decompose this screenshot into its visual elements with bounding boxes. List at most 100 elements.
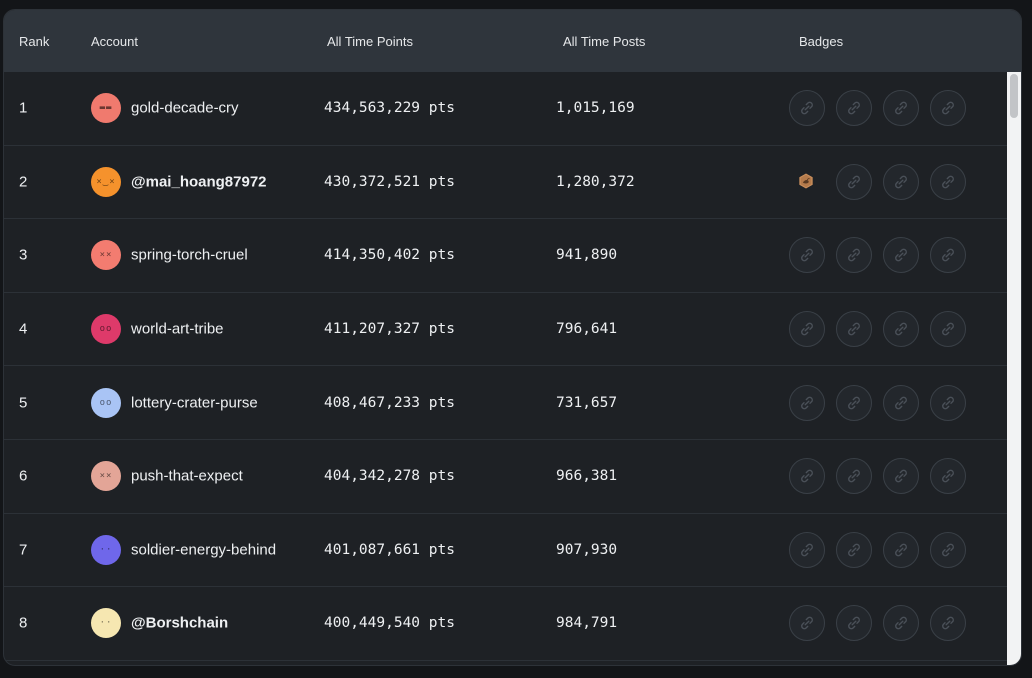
link-badge-icon[interactable] <box>883 605 919 642</box>
badges-group <box>789 458 979 495</box>
avatar-face: ×× <box>99 471 113 482</box>
link-badge-icon[interactable] <box>789 237 825 274</box>
badges-group <box>789 163 979 200</box>
column-header-posts[interactable]: All Time Posts <box>563 34 646 49</box>
avatar[interactable]: ×‿× <box>91 166 121 197</box>
link-badge-icon[interactable] <box>883 531 919 568</box>
points-cell: 430,372,521 pts <box>324 173 455 190</box>
badges-group <box>789 384 979 421</box>
link-badge-icon[interactable] <box>836 384 872 421</box>
points-cell: 404,342,278 pts <box>324 468 455 485</box>
link-badge-icon[interactable] <box>883 90 919 127</box>
account-name[interactable]: lottery-crater-purse <box>131 394 258 412</box>
column-header-points[interactable]: All Time Points <box>327 34 413 49</box>
avatar[interactable]: ·· <box>91 608 121 639</box>
table-row[interactable]: 6 ×× push-that-expect 404,342,278 pts 96… <box>4 440 1007 514</box>
account-name[interactable]: push-that-expect <box>131 467 243 485</box>
table-row[interactable]: 8 ·· @Borshchain 400,449,540 pts 984,791 <box>4 587 1007 661</box>
badges-group <box>789 90 979 127</box>
points-cell: 400,449,540 pts <box>324 615 455 632</box>
avatar-face: ·· <box>99 618 113 629</box>
link-badge-icon[interactable] <box>883 237 919 274</box>
link-badge-icon[interactable] <box>930 384 966 421</box>
link-badge-icon[interactable] <box>836 163 872 200</box>
rank-cell: 4 <box>19 320 28 338</box>
posts-cell: 731,657 <box>556 394 618 411</box>
avatar[interactable]: ▬▬ <box>91 93 121 124</box>
badges-group <box>789 237 979 274</box>
posts-cell: 1,280,372 <box>556 173 635 190</box>
account-name[interactable]: world-art-tribe <box>131 320 224 338</box>
table-row[interactable]: 5 oo lottery-crater-purse 408,467,233 pt… <box>4 366 1007 440</box>
column-header-rank[interactable]: Rank <box>19 34 50 49</box>
link-badge-icon[interactable] <box>836 458 872 495</box>
table-row[interactable]: 7 ·· soldier-energy-behind 401,087,661 p… <box>4 514 1007 588</box>
badges-group <box>789 531 979 568</box>
link-badge-icon[interactable] <box>930 90 966 127</box>
badges-group <box>789 605 979 642</box>
badges-group <box>789 311 979 348</box>
avatar-face: oo <box>99 324 113 335</box>
account-name[interactable]: spring-torch-cruel <box>131 246 248 264</box>
link-badge-icon[interactable] <box>836 90 872 127</box>
earned-badge-icon[interactable] <box>789 164 823 198</box>
link-badge-icon[interactable] <box>789 458 825 495</box>
link-badge-icon[interactable] <box>930 237 966 274</box>
posts-cell: 796,641 <box>556 321 618 338</box>
link-badge-icon[interactable] <box>836 311 872 348</box>
leaderboard-panel: Rank Account All Time Points All Time Po… <box>3 9 1022 666</box>
link-badge-icon[interactable] <box>789 311 825 348</box>
rank-cell: 1 <box>19 99 28 117</box>
link-badge-icon[interactable] <box>883 384 919 421</box>
column-header-account[interactable]: Account <box>91 34 138 49</box>
link-badge-icon[interactable] <box>930 311 966 348</box>
link-badge-icon[interactable] <box>883 311 919 348</box>
account-name[interactable]: @mai_hoang87972 <box>131 173 267 191</box>
link-badge-icon[interactable] <box>789 531 825 568</box>
points-cell: 411,207,327 pts <box>324 321 455 338</box>
avatar[interactable]: ·· <box>91 534 121 565</box>
table-row[interactable]: 3 ×× spring-torch-cruel 414,350,402 pts … <box>4 219 1007 293</box>
table-row[interactable]: 4 oo world-art-tribe 411,207,327 pts 796… <box>4 293 1007 367</box>
avatar[interactable]: ×× <box>91 461 121 492</box>
rank-cell: 8 <box>19 614 28 632</box>
link-badge-icon[interactable] <box>930 531 966 568</box>
table-row[interactable]: 2 ×‿× @mai_hoang87972 430,372,521 pts 1,… <box>4 146 1007 220</box>
link-badge-icon[interactable] <box>930 605 966 642</box>
link-badge-icon[interactable] <box>789 90 825 127</box>
link-badge-icon[interactable] <box>789 384 825 421</box>
avatar-face: ·· <box>99 544 113 555</box>
avatar-face: oo <box>99 397 113 408</box>
points-cell: 434,563,229 pts <box>324 100 455 117</box>
rank-cell: 2 <box>19 173 28 191</box>
link-badge-icon[interactable] <box>789 605 825 642</box>
link-badge-icon[interactable] <box>836 237 872 274</box>
account-name[interactable]: @Borshchain <box>131 614 229 632</box>
link-badge-icon[interactable] <box>930 458 966 495</box>
column-header-badges: Badges <box>799 34 844 49</box>
avatar[interactable]: oo <box>91 314 121 345</box>
scrollbar[interactable] <box>1007 72 1021 665</box>
avatar[interactable]: ×× <box>91 240 121 271</box>
table-row[interactable]: 1 ▬▬ gold-decade-cry 434,563,229 pts 1,0… <box>4 72 1007 146</box>
posts-cell: 907,930 <box>556 541 618 558</box>
link-badge-icon[interactable] <box>836 531 872 568</box>
avatar[interactable]: oo <box>91 387 121 418</box>
leaderboard-rows: 1 ▬▬ gold-decade-cry 434,563,229 pts 1,0… <box>4 72 1007 665</box>
account-name[interactable]: gold-decade-cry <box>131 99 239 117</box>
posts-cell: 941,890 <box>556 247 618 264</box>
avatar-face: ×‿× <box>96 176 116 187</box>
avatar-face: ▬▬ <box>99 103 113 114</box>
points-cell: 414,350,402 pts <box>324 247 455 264</box>
link-badge-icon[interactable] <box>883 458 919 495</box>
scrollbar-thumb[interactable] <box>1010 74 1018 118</box>
rank-cell: 6 <box>19 467 28 485</box>
link-badge-icon[interactable] <box>930 163 966 200</box>
points-cell: 401,087,661 pts <box>324 541 455 558</box>
account-name[interactable]: soldier-energy-behind <box>131 541 277 559</box>
posts-cell: 984,791 <box>556 615 618 632</box>
avatar-face: ×× <box>99 250 113 261</box>
link-badge-icon[interactable] <box>836 605 872 642</box>
posts-cell: 1,015,169 <box>556 100 635 117</box>
link-badge-icon[interactable] <box>883 163 919 200</box>
